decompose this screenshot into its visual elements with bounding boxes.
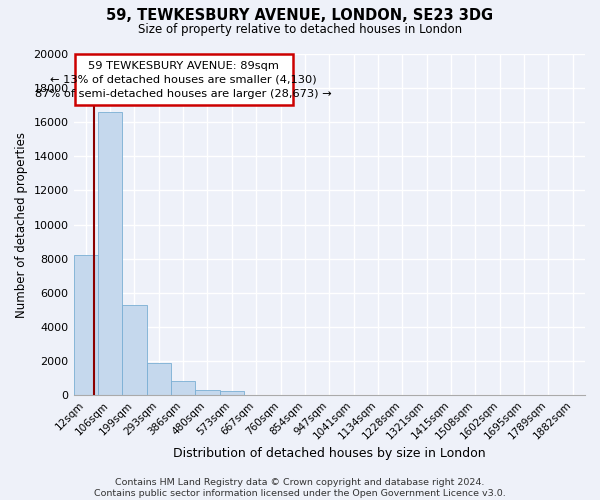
Bar	[196, 390, 220, 395]
Bar	[146, 364, 171, 395]
Y-axis label: Number of detached properties: Number of detached properties	[15, 132, 28, 318]
Text: Size of property relative to detached houses in London: Size of property relative to detached ho…	[138, 22, 462, 36]
Bar	[98, 112, 122, 395]
Bar	[74, 255, 98, 395]
Bar	[171, 382, 196, 395]
Text: 59 TEWKESBURY AVENUE: 89sqm
← 13% of detached houses are smaller (4,130)
87% of : 59 TEWKESBURY AVENUE: 89sqm ← 13% of det…	[35, 60, 332, 98]
Text: 59, TEWKESBURY AVENUE, LONDON, SE23 3DG: 59, TEWKESBURY AVENUE, LONDON, SE23 3DG	[106, 8, 494, 22]
FancyBboxPatch shape	[75, 54, 293, 105]
Bar	[220, 391, 244, 395]
X-axis label: Distribution of detached houses by size in London: Distribution of detached houses by size …	[173, 447, 485, 460]
Text: Contains HM Land Registry data © Crown copyright and database right 2024.
Contai: Contains HM Land Registry data © Crown c…	[94, 478, 506, 498]
Bar	[122, 304, 146, 395]
